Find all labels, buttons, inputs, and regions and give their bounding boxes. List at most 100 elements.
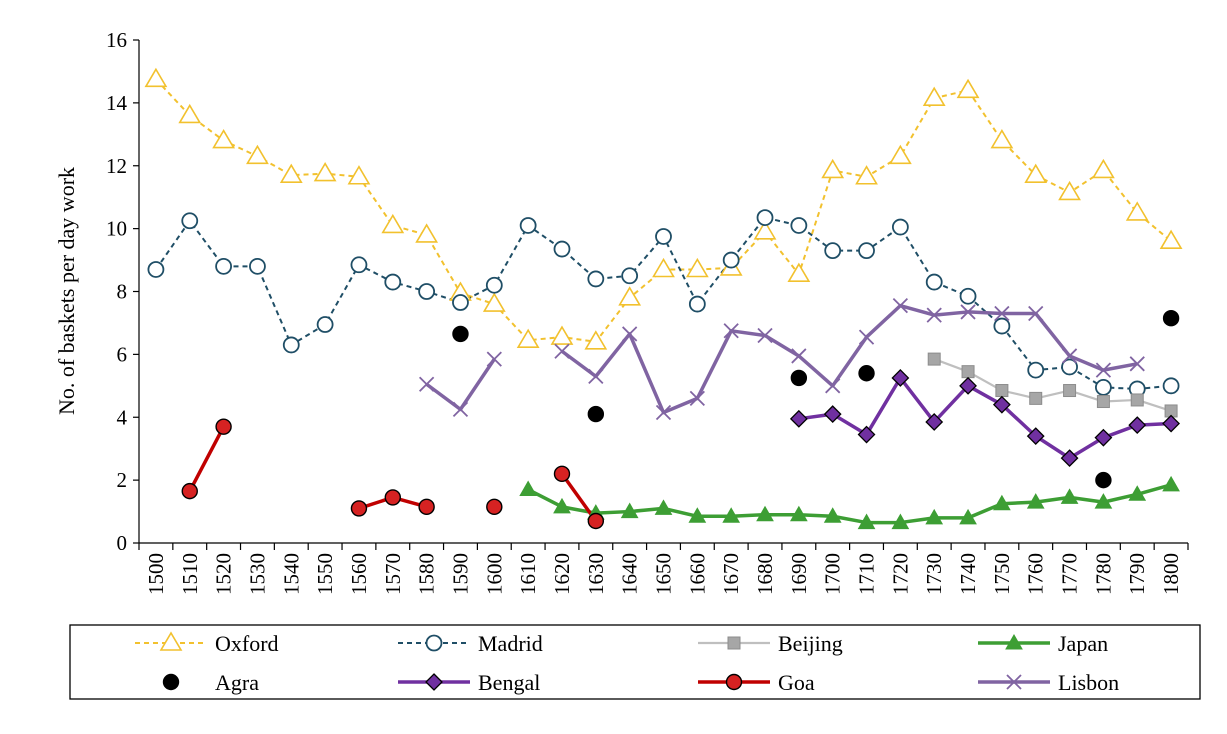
legend-agra-label: Agra	[215, 670, 259, 695]
x-tick-label-1800: 1800	[1159, 553, 1183, 595]
legend-oxford-label: Oxford	[215, 631, 279, 656]
agra-point-1690	[790, 369, 808, 387]
japan-point-1740	[959, 508, 977, 525]
japan-point-1790	[1128, 485, 1147, 501]
bengal-point-1740	[959, 376, 977, 395]
legend-lisbon-label: Lisbon	[1058, 670, 1119, 695]
legend-madrid-label: Madrid	[478, 631, 543, 656]
agra-point-1590	[452, 325, 469, 343]
japan-point-1720	[891, 513, 910, 530]
madrid-point-1740	[959, 287, 977, 305]
legend-goa-label: Goa	[778, 670, 815, 695]
bengal-point-1760	[1026, 427, 1045, 446]
japan-series-line	[527, 483, 1172, 525]
lisbon-point-1770	[1061, 348, 1078, 364]
oxford-point-1640	[618, 286, 642, 306]
bengal-point-1790	[1128, 416, 1147, 435]
oxford-point-1770	[1058, 180, 1081, 201]
madrid-point-1610	[519, 217, 537, 234]
madrid-point-1650	[655, 228, 672, 245]
legend-goa-marker	[725, 673, 743, 691]
legend-beijing-marker	[727, 636, 741, 650]
bengal-point-1770	[1060, 449, 1079, 468]
lisbon-point-1660	[689, 390, 705, 407]
beijing-point-1740	[961, 365, 975, 379]
x-tick-label-1630: 1630	[584, 553, 608, 595]
legend-agra-marker	[162, 673, 180, 691]
x-tick-label-1550: 1550	[313, 553, 337, 595]
lisbon-point-1650	[655, 404, 672, 421]
japan-point-1780	[1094, 493, 1113, 509]
oxford-point-1760	[1024, 163, 1048, 183]
madrid-point-1570	[384, 273, 402, 291]
madrid-point-1710	[858, 242, 875, 260]
legend-bengal-marker	[425, 673, 443, 691]
lisbon-point-1700	[825, 378, 841, 394]
lisbon-point-1720	[892, 298, 909, 314]
madrid-point-1620	[553, 240, 571, 258]
legend-madrid-marker	[425, 634, 443, 652]
lisbon-point-1690	[791, 348, 807, 364]
madrid-point-1660	[688, 295, 706, 313]
oxford-point-1520	[212, 129, 235, 149]
series-markers	[144, 67, 1183, 530]
madrid-point-1750	[993, 317, 1011, 335]
lisbon-series-line	[425, 358, 496, 412]
madrid-point-1590	[452, 294, 469, 311]
japan-point-1760	[1026, 493, 1045, 509]
oxford-point-1690	[787, 262, 811, 283]
oxford-series-line	[155, 78, 1172, 343]
japan-point-1680	[756, 505, 774, 522]
x-tick-label-1790: 1790	[1125, 553, 1149, 595]
oxford-point-1710	[855, 165, 878, 185]
madrid-point-1510	[181, 212, 199, 230]
agra-point-1630	[587, 405, 605, 423]
lisbon-point-1710	[858, 329, 875, 345]
lisbon-point-1640	[622, 326, 638, 342]
x-tick-label-1760: 1760	[1024, 553, 1048, 595]
x-tick-label-1690: 1690	[787, 553, 811, 595]
bengal-point-1750	[992, 395, 1011, 414]
madrid-point-1800	[1162, 377, 1180, 395]
beijing-point-1760	[1029, 391, 1043, 405]
japan-point-1650	[654, 499, 673, 515]
x-tick-label-1520: 1520	[212, 553, 236, 595]
beijing-point-1790	[1130, 393, 1144, 407]
lisbon-point-1620	[554, 343, 570, 359]
x-tick-label-1510: 1510	[178, 553, 202, 595]
japan-point-1700	[823, 507, 842, 523]
madrid-point-1600	[485, 276, 503, 294]
y-tick-label-0: 0	[117, 531, 128, 555]
oxford-point-1740	[956, 78, 980, 99]
lisbon-series-line	[560, 303, 1138, 415]
madrid-point-1560	[350, 256, 368, 274]
lisbon-point-1680	[757, 327, 773, 344]
lisbon-point-1760	[1028, 305, 1044, 322]
madrid-point-1530	[249, 257, 266, 275]
legend-japan-marker	[1005, 633, 1023, 650]
lisbon-point-1750	[994, 305, 1010, 322]
madrid-point-1780	[1095, 378, 1112, 396]
lisbon-point-1600	[486, 351, 502, 367]
y-tick-label-10: 10	[106, 217, 127, 241]
japan-point-1660	[688, 507, 707, 523]
x-tick-label-1770: 1770	[1058, 553, 1082, 595]
x-tick-label-1580: 1580	[415, 553, 439, 595]
madrid-point-1720	[891, 218, 909, 236]
x-tick-label-1710: 1710	[855, 553, 879, 595]
lisbon-point-1790	[1129, 356, 1145, 372]
oxford-point-1750	[990, 129, 1014, 149]
x-tick-label-1700: 1700	[821, 553, 845, 595]
legend-japan-label: Japan	[1058, 631, 1108, 656]
goa-point-1560	[350, 500, 368, 517]
goa-point-1570	[384, 489, 401, 506]
lisbon-point-1590	[452, 401, 469, 418]
madrid-point-1520	[215, 257, 232, 275]
japan-point-1640	[620, 502, 639, 519]
x-tick-label-1780: 1780	[1091, 553, 1115, 595]
y-tick-label-6: 6	[117, 342, 128, 366]
lisbon-point-1730	[926, 307, 942, 323]
legend-bengal-label: Bengal	[478, 670, 540, 695]
legend: Oxford Madrid Beijing Japan Agra Bengal Goa Lis…	[69, 624, 1201, 700]
bengal-point-1700	[823, 405, 842, 424]
